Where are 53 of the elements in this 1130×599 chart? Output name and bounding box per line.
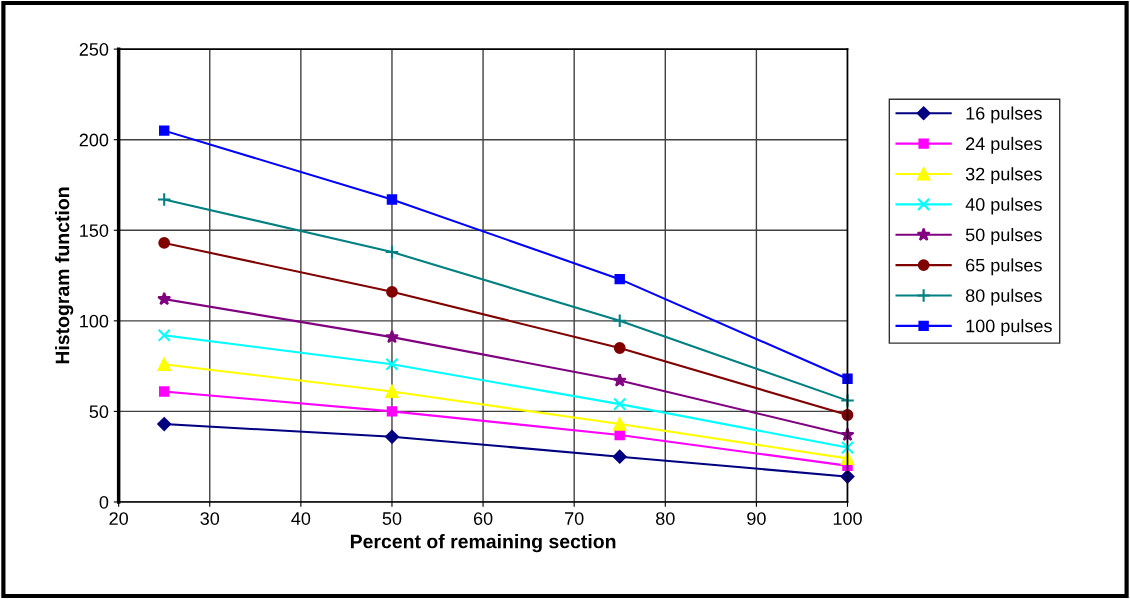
point bbox=[386, 194, 398, 205]
legend-label: 80 pulses bbox=[965, 288, 1042, 306]
x-tick-label: 60 bbox=[473, 512, 493, 525]
x-tick-label: 100 bbox=[833, 512, 862, 525]
point bbox=[840, 469, 855, 484]
point bbox=[842, 373, 853, 384]
point bbox=[386, 406, 398, 417]
legend-label: 100 pulses bbox=[966, 319, 1052, 336]
legend-label: 16 pulses bbox=[966, 106, 1042, 124]
legend-label: 50 pulses bbox=[965, 227, 1042, 245]
x-tick-label: 30 bbox=[200, 512, 220, 525]
point bbox=[156, 192, 172, 207]
point bbox=[840, 441, 855, 455]
point bbox=[385, 357, 399, 371]
point bbox=[612, 313, 628, 329]
y-tick-label: 0 bbox=[99, 495, 109, 509]
x-tick-label: 20 bbox=[109, 512, 128, 525]
x-tick-label: 40 bbox=[291, 512, 311, 525]
x-tick-label: 50 bbox=[382, 512, 402, 525]
y-tick-label: 100 bbox=[80, 314, 109, 328]
point bbox=[613, 342, 626, 354]
point bbox=[614, 273, 625, 285]
point bbox=[840, 393, 855, 408]
legend-label: 32 pulses bbox=[965, 167, 1042, 185]
legend-label: 24 pulses bbox=[966, 136, 1042, 154]
y-tick-label: 150 bbox=[80, 224, 109, 237]
point bbox=[157, 328, 171, 342]
point bbox=[385, 384, 399, 399]
point bbox=[612, 449, 627, 464]
y-tick-label: 50 bbox=[89, 405, 109, 419]
x-axis-title: Percent of remaining section bbox=[350, 534, 616, 553]
legend-label: 40 pulses bbox=[965, 197, 1042, 215]
point bbox=[157, 291, 172, 306]
legend-label: 65 pulses bbox=[966, 258, 1042, 276]
x-tick-label: 80 bbox=[656, 512, 675, 525]
point bbox=[384, 329, 399, 344]
x-tick-label: 70 bbox=[565, 512, 584, 525]
point bbox=[159, 386, 170, 397]
point bbox=[385, 429, 399, 444]
point bbox=[157, 417, 172, 431]
y-tick-label: 250 bbox=[79, 43, 109, 56]
point bbox=[157, 357, 171, 371]
x-tick-label: 90 bbox=[747, 512, 766, 525]
point bbox=[612, 373, 627, 387]
point bbox=[158, 237, 171, 249]
point bbox=[613, 397, 627, 411]
point bbox=[613, 417, 627, 431]
y-tick-label: 200 bbox=[79, 133, 109, 147]
point bbox=[384, 244, 400, 260]
point bbox=[159, 125, 170, 136]
point bbox=[386, 285, 398, 298]
point bbox=[841, 409, 854, 421]
y-axis-title: Histogram function bbox=[55, 187, 74, 364]
